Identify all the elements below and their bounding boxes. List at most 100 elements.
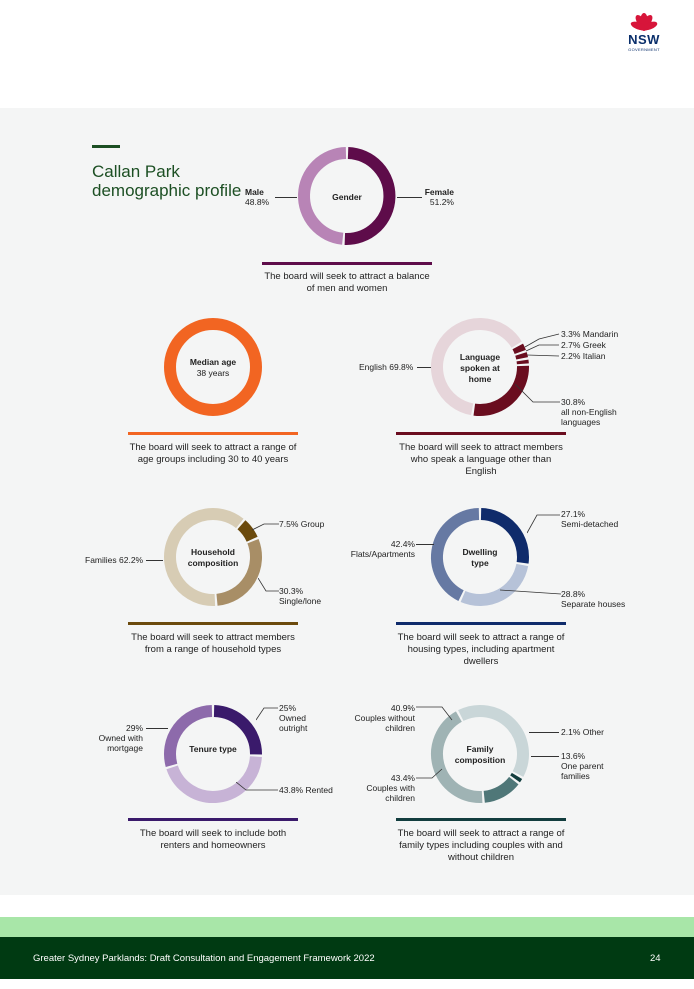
family-without-value: 40.9% [390, 703, 415, 713]
footer-bar [0, 937, 694, 979]
family-one-parent-label: 13.6% One parent families [561, 751, 611, 781]
median-age-ring [164, 318, 262, 416]
household-group-leader [252, 523, 279, 531]
page-number: 24 [650, 953, 661, 964]
family-caption: The board will seek to attract a range o… [397, 828, 565, 863]
tenure-owned-value: 25% [279, 703, 297, 713]
gender-rule [262, 262, 432, 265]
footer-document-title: Greater Sydney Parklands: Draft Consulta… [33, 953, 375, 964]
household-single-value: 30.3% [279, 586, 304, 596]
household-rule [128, 622, 298, 625]
gender-male-leader [275, 197, 297, 198]
dwelling-separate-label: 28.8% Separate houses [561, 589, 625, 609]
household-families-leader [146, 560, 163, 561]
dwelling-semi-name: Semi-detached [561, 519, 619, 529]
language-non-english-value: 30.8% [561, 397, 586, 407]
family-without-name: Couples without children [354, 713, 415, 733]
tenure-donut-chart [164, 705, 263, 803]
age-center-title: Median age [189, 357, 237, 367]
tenure-center-label: Tenure type [189, 744, 237, 754]
household-slice-families [164, 508, 244, 606]
family-slice-one-parent-families [483, 776, 519, 803]
language-caption: The board will seek to attract members w… [399, 442, 563, 477]
household-center-label: Household composition [187, 547, 239, 568]
page-title: Callan Park demographic profile [92, 162, 242, 200]
dwelling-semi-value: 27.1% [561, 509, 586, 519]
gender-female-value: 51.2% [429, 197, 454, 207]
household-donut-chart [164, 508, 262, 606]
language-center-label: Language spoken at home [459, 352, 501, 384]
family-with-name: Couples with children [366, 783, 415, 803]
gender-female-label: Female 51.2% [424, 187, 454, 207]
footer-accent-band [0, 917, 694, 937]
family-one-parent-value: 13.6% [561, 751, 586, 761]
family-with-label: 43.4% Couples with children [343, 773, 415, 803]
language-slice-all-non-english-languages [473, 365, 529, 416]
family-slice-other [510, 772, 523, 783]
tenure-slice-owned-with-mortgage [164, 705, 213, 767]
family-one-parent-name: One parent families [561, 761, 604, 781]
household-slice-single-lone [216, 538, 262, 606]
family-with-value: 43.4% [390, 773, 415, 783]
language-minor-leaders [525, 333, 560, 357]
dwelling-semi-label: 27.1% Semi-detached [561, 509, 618, 529]
dwelling-donut-chart [431, 508, 529, 606]
tenure-mortgage-leader [146, 728, 168, 729]
dwelling-flats-value: 42.4% [390, 539, 415, 549]
language-donut-chart [431, 318, 529, 416]
household-single-label: 30.3% Single/lone [279, 586, 321, 606]
gender-male-label: Male 48.8% [245, 187, 269, 207]
language-non-english-label: 30.8% all non-English languages [561, 397, 631, 427]
language-non-english-leader [515, 384, 560, 403]
tenure-owned-leader [256, 707, 278, 721]
dwelling-separate-value: 28.8% [561, 589, 586, 599]
household-single-leader [258, 578, 279, 592]
tenure-rule [128, 818, 298, 821]
dwelling-slice-semi-detached [480, 508, 529, 564]
family-without-leader [416, 706, 453, 721]
family-donut-chart [431, 705, 529, 803]
tenure-caption: The board will seek to include both rent… [139, 828, 287, 851]
age-center-value: 38 years [196, 368, 230, 378]
household-families-label: Families 62.2% [85, 555, 144, 565]
language-greek-label: 2.7% Greek [561, 340, 606, 350]
age-caption: The board will seek to attract a range o… [129, 442, 297, 465]
language-english-leader [417, 367, 431, 368]
dwelling-slice-flats-apartments [431, 508, 480, 601]
household-caption: The board will seek to attract members f… [131, 632, 295, 655]
dwelling-rule [396, 622, 566, 625]
gender-center-label: Gender [332, 192, 362, 202]
language-non-english-name: all non-English languages [561, 407, 617, 427]
family-slice-couples-with-children [431, 711, 483, 803]
logo-subtext: GOVERNMENT [628, 47, 660, 52]
tenure-rented-leader [236, 782, 278, 791]
language-slice-mandarin [512, 343, 526, 355]
dwelling-flats-name: Flats/Apartments [350, 549, 415, 559]
gender-male-value: 48.8% [245, 197, 270, 207]
language-italian-label: 2.2% Italian [561, 351, 606, 361]
family-rule [396, 818, 566, 821]
age-rule [128, 432, 298, 435]
tenure-mortgage-name: Owned with mortgage [98, 733, 143, 753]
dwelling-caption: The board will seek to attract a range o… [397, 632, 565, 667]
tenure-owned-name: Owned outright [279, 713, 308, 733]
household-slice-group [237, 520, 258, 542]
tenure-mortgage-label: 29% Owned with mortgage [93, 723, 143, 753]
family-without-label: 40.9% Couples without children [343, 703, 415, 733]
language-slice-english [431, 318, 522, 416]
dwelling-flats-label: 42.4% Flats/Apartments [347, 539, 415, 559]
tenure-mortgage-value: 29% [125, 723, 143, 733]
dwelling-semi-leader [527, 514, 560, 534]
gender-slice-female [344, 147, 396, 245]
gender-male-name: Male [245, 187, 264, 197]
gender-caption: The board will seek to attract a balance… [264, 271, 430, 294]
household-single-name: Single/lone [279, 596, 322, 606]
gender-female-leader [397, 197, 422, 198]
median-age-ring-stroke [164, 318, 262, 416]
language-rule [396, 432, 566, 435]
family-center-label: Family composition [454, 744, 506, 765]
dwelling-separate-leader [500, 589, 562, 595]
family-one-parent-leader [531, 756, 559, 757]
tenure-slice-rented [166, 755, 262, 803]
title-accent-bar [92, 145, 120, 148]
